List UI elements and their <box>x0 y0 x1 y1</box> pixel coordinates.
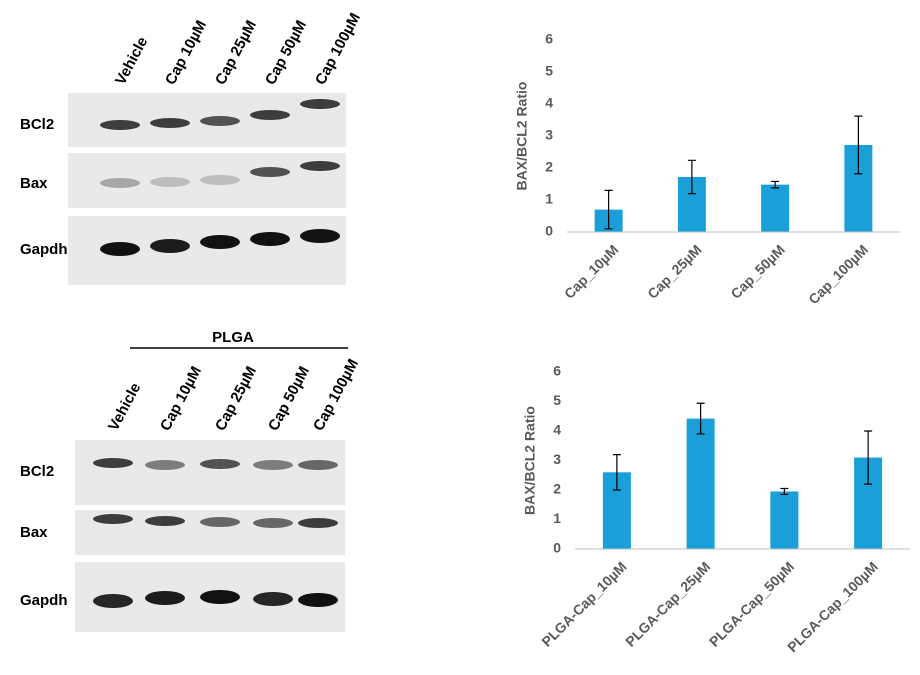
lane-label: Cap 25µM <box>212 364 260 434</box>
blot-band <box>150 239 190 253</box>
error-bar <box>612 454 621 491</box>
blot-band <box>200 517 240 527</box>
x-tick-label: Cap_100µM <box>805 241 871 307</box>
lane-label: Vehicle <box>112 34 151 88</box>
blot-band <box>100 120 140 130</box>
y-tick-label: 6 <box>553 363 561 379</box>
blot-band <box>200 459 240 469</box>
y-tick-label: 4 <box>545 95 553 111</box>
blot-band <box>200 590 240 604</box>
blot-panel <box>75 440 345 505</box>
y-tick-label: 6 <box>545 31 553 47</box>
y-tick-label: 1 <box>545 191 553 207</box>
error-bar <box>696 402 705 435</box>
blot-band <box>93 514 133 524</box>
lane-label: Cap 50µM <box>265 364 313 434</box>
blot-band <box>150 177 190 187</box>
lane-label: Cap 10µM <box>157 364 205 434</box>
blot-band <box>145 460 185 470</box>
lane-label: Vehicle <box>105 380 144 434</box>
x-tick-label: Cap_25µM <box>644 241 704 301</box>
row-label: Gapdh <box>20 592 68 609</box>
error-bar <box>864 430 873 485</box>
y-tick-label: 2 <box>545 159 553 175</box>
row-label: BCl2 <box>20 116 54 133</box>
lane-label: Cap 10µM <box>162 18 210 88</box>
blot-band <box>250 232 290 246</box>
blot-band <box>253 518 293 528</box>
bar <box>686 418 715 549</box>
row-label: Bax <box>20 175 48 192</box>
y-tick-label: 0 <box>553 540 561 556</box>
y-axis-label: BAX/BCL2 Ratio <box>514 82 530 191</box>
y-tick-label: 0 <box>545 223 553 239</box>
blot-band <box>298 518 338 528</box>
error-bar <box>854 115 863 175</box>
error-bar <box>780 487 789 496</box>
blot-band <box>150 118 190 128</box>
blot-panel <box>68 153 346 208</box>
blot-band <box>200 175 240 185</box>
y-axis-label: BAX/BCL2 Ratio <box>522 406 538 515</box>
y-tick-label: 5 <box>553 392 561 408</box>
blot-band <box>200 116 240 126</box>
bar <box>770 491 799 549</box>
x-tick-label: PLGA-Cap_50µM <box>706 558 797 649</box>
y-tick-label: 5 <box>545 63 553 79</box>
y-tick-label: 2 <box>553 481 561 497</box>
lane-label: Cap 100µM <box>310 356 362 433</box>
blot-band <box>145 591 185 605</box>
lane-label: Cap 25µM <box>212 18 260 88</box>
x-tick-label: Cap_10µM <box>561 241 621 301</box>
error-bar <box>687 159 696 195</box>
error-bar <box>604 189 613 230</box>
bar <box>761 184 790 232</box>
x-tick-label: PLGA-Cap_10µM <box>538 558 629 649</box>
error-bar <box>771 180 780 189</box>
blot-band <box>300 161 340 171</box>
x-tick-label: PLGA-Cap_25µM <box>622 558 713 649</box>
row-label: Gapdh <box>20 241 68 258</box>
x-tick-label: Cap_50µM <box>727 241 787 301</box>
blot-band <box>145 516 185 526</box>
y-tick-label: 1 <box>553 510 561 526</box>
x-tick-label: PLGA-Cap_100µM <box>784 558 881 655</box>
y-tick-label: 3 <box>553 451 561 467</box>
blot-band <box>253 460 293 470</box>
row-label: BCl2 <box>20 463 54 480</box>
blot-header: PLGA <box>212 329 254 346</box>
blot-band <box>253 592 293 606</box>
row-label: Bax <box>20 524 48 541</box>
blot-band <box>93 458 133 468</box>
blot-band <box>200 235 240 249</box>
blot-band <box>100 242 140 256</box>
blot-band <box>100 178 140 188</box>
blot-band <box>300 99 340 109</box>
lane-label: Cap 100µM <box>312 10 364 87</box>
blot-band <box>250 110 290 120</box>
blot-band <box>300 229 340 243</box>
blot-band <box>93 594 133 608</box>
y-tick-label: 3 <box>545 127 553 143</box>
blot-band <box>250 167 290 177</box>
y-tick-label: 4 <box>553 422 561 438</box>
blot-band <box>298 593 338 607</box>
lane-label: Cap 50µM <box>262 18 310 88</box>
blot-band <box>298 460 338 470</box>
